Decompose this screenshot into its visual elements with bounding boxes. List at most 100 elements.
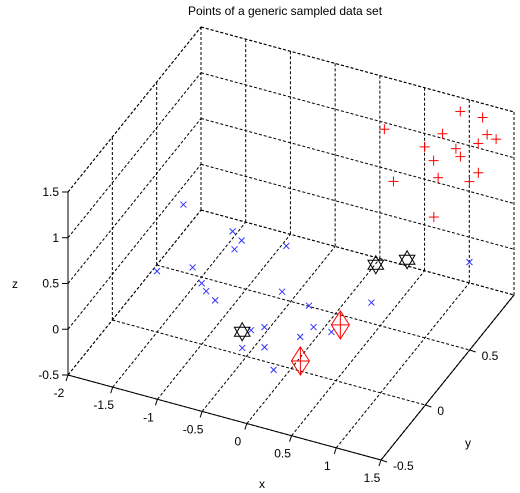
- box-edge: [200, 209, 515, 296]
- x-marker-stroke: [153, 267, 161, 275]
- x-marker-stroke: [238, 344, 246, 352]
- y-tick-label: -0.5: [393, 459, 414, 473]
- box-edge: [200, 26, 515, 113]
- x-tick-label: -1: [143, 410, 154, 424]
- x-marker-point: [229, 227, 236, 235]
- x-marker-stroke: [180, 201, 187, 208]
- x-axis-line: [67, 374, 382, 461]
- hexagram-triangle: [233, 321, 251, 337]
- plus-marker-point: [455, 106, 466, 117]
- x-tick-mark: [378, 459, 382, 467]
- z-tick-label: 0: [52, 322, 59, 336]
- grid-line: [201, 246, 336, 412]
- x-marker-stroke: [270, 366, 277, 374]
- x-tick-label: -0.5: [183, 422, 204, 436]
- tick-labels: -2 -1.5 -1 -0.5 0 0.5 1 1.5 -0.5 0 0.5 -0.5 0 0.5 1 1.5: [38, 185, 498, 485]
- z-tick-label: 1: [52, 231, 59, 245]
- x-marker-stroke: [211, 296, 219, 304]
- hexagram-triangle: [367, 259, 385, 275]
- x-marker-point: [310, 323, 317, 331]
- hexagram-marker-point: [398, 249, 416, 270]
- grid-line: [200, 118, 515, 204]
- diamond-marker-point: [290, 346, 310, 376]
- data-points: [153, 106, 502, 376]
- x-marker-stroke: [278, 288, 286, 296]
- z-axis-label: z: [12, 277, 18, 291]
- plus-marker-point: [379, 124, 390, 135]
- x-marker-point: [231, 245, 238, 253]
- x-marker-point: [211, 296, 219, 304]
- hexagram-triangle: [233, 326, 251, 342]
- x-tick-label: 1.5: [364, 471, 381, 485]
- chart-title: Points of a generic sampled data set: [188, 4, 383, 18]
- plus-marker-point: [482, 129, 493, 140]
- box-edge: [67, 26, 202, 193]
- plus-marker-point: [450, 143, 461, 154]
- x-marker-stroke: [198, 279, 206, 287]
- x-marker-stroke: [231, 245, 238, 253]
- y-axis-line: [380, 294, 515, 461]
- x-tick-label: 0.5: [274, 447, 291, 461]
- y-tick-label: 0.5: [482, 349, 499, 363]
- grid-line: [112, 221, 247, 388]
- x-marker-point: [180, 201, 187, 208]
- x-tick-label: -2: [54, 386, 65, 400]
- x-marker-point: [238, 237, 245, 244]
- x-marker-stroke: [261, 343, 268, 351]
- x-marker-stroke: [328, 328, 335, 336]
- plus-marker-point: [428, 212, 439, 223]
- x-axis-label: x: [259, 477, 265, 491]
- x-tick-mark: [154, 399, 158, 406]
- x-marker-point: [368, 299, 375, 306]
- grid-line: [200, 72, 515, 159]
- y-tick-mark: [469, 349, 476, 353]
- axes: [62, 191, 515, 467]
- x-marker-point: [261, 323, 268, 331]
- x-tick-mark: [289, 435, 293, 442]
- grid-lines: [67, 26, 515, 461]
- y-tick-mark: [380, 459, 388, 463]
- y-tick-mark: [425, 404, 432, 408]
- x-tick-label: 1: [324, 459, 331, 473]
- x-marker-stroke: [261, 323, 268, 331]
- grid-line: [335, 282, 470, 449]
- grid-line: [157, 233, 291, 400]
- plus-marker-point: [473, 138, 484, 149]
- x-marker-stroke: [247, 326, 255, 334]
- grid-line: [112, 319, 426, 406]
- grid-line: [67, 118, 202, 284]
- x-tick-mark: [65, 374, 69, 382]
- plus-marker-point: [491, 134, 502, 145]
- grid-line: [67, 72, 202, 239]
- y-axis-label: y: [465, 436, 471, 450]
- plus-marker-point: [455, 151, 466, 162]
- diamond-marker-point: [330, 309, 350, 340]
- x-tick-mark: [244, 423, 248, 430]
- grid-line: [67, 209, 202, 376]
- x-marker-stroke: [368, 299, 375, 306]
- x-marker-point: [202, 287, 210, 295]
- plus-marker-point: [419, 141, 430, 152]
- x-marker-point: [189, 264, 197, 271]
- plus-marker-point: [433, 172, 444, 183]
- x-marker-point: [278, 288, 286, 296]
- x-marker-point: [296, 333, 304, 341]
- x-marker-stroke: [282, 242, 290, 250]
- x-tick-mark: [110, 386, 114, 394]
- x-tick-mark: [199, 411, 203, 418]
- x-marker-stroke: [189, 264, 197, 271]
- x-tick-label: 0: [235, 435, 242, 449]
- x-marker-point: [198, 279, 206, 287]
- plus-marker-point: [437, 128, 448, 139]
- x-marker-point: [282, 242, 290, 250]
- hexagram-marker-point: [233, 321, 251, 342]
- hexagram-triangle: [398, 249, 416, 265]
- z-tick-label: 0.5: [42, 277, 59, 291]
- grid-line: [156, 264, 470, 351]
- x-marker-stroke: [466, 258, 473, 266]
- x-marker-point: [466, 258, 473, 266]
- plus-marker-point: [473, 167, 484, 178]
- x-marker-point: [270, 366, 277, 374]
- hexagram-triangle: [367, 254, 385, 270]
- grid-line: [246, 258, 381, 424]
